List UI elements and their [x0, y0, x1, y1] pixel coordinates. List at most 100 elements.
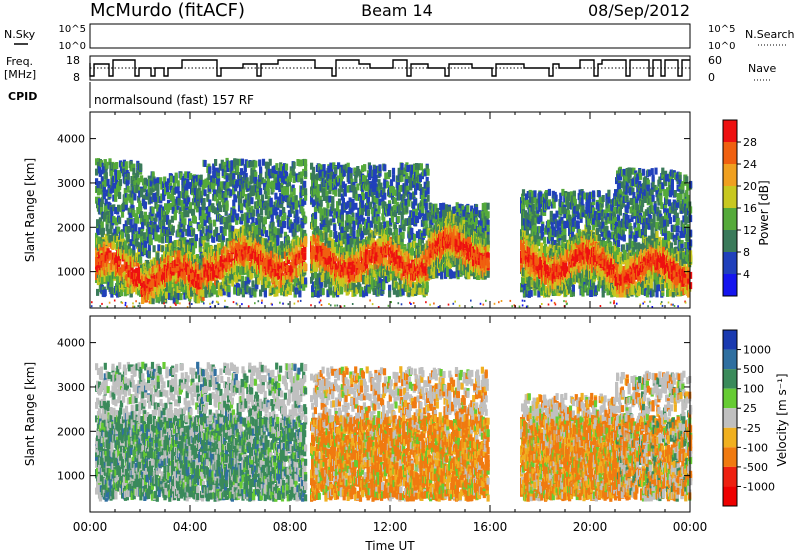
power-cell-196 [106, 162, 109, 169]
power-cell-147 [103, 213, 106, 220]
power-cell-1343 [179, 293, 182, 300]
power-cell-1753 [204, 189, 207, 196]
power-cell-113 [101, 277, 104, 284]
power-cell-3617 [324, 232, 327, 239]
power-cell-1064 [161, 237, 164, 244]
power-cell-3176 [293, 162, 296, 169]
power-cell-1940 [215, 227, 218, 234]
power-cell-4063 [352, 231, 355, 238]
power-cell-3776 [335, 235, 338, 242]
power-cell-2164 [230, 160, 233, 167]
power-cell-2802 [269, 159, 272, 166]
power-cell-678 [136, 217, 139, 224]
power-cell-1745 [203, 198, 206, 205]
power-cell-624 [133, 194, 136, 201]
power-cell-3370 [304, 263, 307, 270]
beam-title: Beam 14 [361, 1, 433, 20]
power-cell-1135 [165, 292, 168, 299]
power-cell-2081 [225, 191, 228, 198]
power-cell-1981 [218, 235, 221, 242]
power-cell-3449 [314, 212, 317, 219]
power-cell-695 [137, 178, 140, 185]
power-cell-889 [150, 238, 153, 245]
power-cell-1141 [166, 186, 169, 193]
power-cell-961 [154, 232, 157, 239]
nave-tick-bottom: 0 [708, 71, 715, 84]
power-cell-3230 [295, 200, 298, 207]
power-cell-3425 [312, 167, 315, 174]
power-cell-3284 [299, 159, 302, 166]
power-cell-4094 [354, 203, 357, 210]
power-cell-74 [99, 170, 102, 177]
power-cell-4586 [384, 173, 387, 180]
power-cell-1441 [184, 171, 187, 178]
power-cell-3169 [292, 195, 295, 202]
power-cell-2545 [252, 209, 255, 216]
power-cell-994 [156, 190, 159, 197]
power-cell-3686 [329, 230, 332, 237]
power-cell-4725 [393, 288, 396, 295]
power-cell-4347 [370, 221, 373, 228]
power-cell-4570 [383, 193, 386, 200]
power-cell-1919 [214, 159, 217, 166]
power-cell-1008 [157, 244, 160, 251]
power-cell-2645 [258, 182, 261, 189]
power-cell-1212 [171, 216, 174, 223]
power-cell-2398 [244, 165, 247, 172]
power-cell-3375 [304, 188, 307, 195]
power-cell-3747 [333, 224, 336, 231]
power-cell-3931 [344, 184, 347, 191]
power-cell-4643 [388, 290, 391, 297]
power-cell-1227 [172, 226, 175, 233]
power-cell-2698 [262, 159, 265, 166]
power-cell-3945 [345, 275, 348, 282]
power-cell-2330 [240, 168, 243, 175]
power-cell-4293 [367, 209, 370, 216]
power-cell-1189 [169, 203, 172, 210]
power-cell-914 [152, 207, 155, 214]
power-cell-4903 [404, 199, 407, 206]
power-cell-3883 [341, 227, 344, 234]
power-cell-4497 [378, 164, 381, 171]
power-cell-2249 [235, 159, 238, 166]
power-cell-4578 [383, 222, 386, 229]
power-cell-2934 [276, 239, 279, 246]
nave-label: Nave [748, 62, 776, 75]
power-cell-2653 [258, 229, 261, 236]
power-cell-3685 [329, 219, 332, 226]
power-cell-3354 [303, 181, 306, 188]
noise-tick-right-top: 10^5 [708, 24, 735, 35]
power-cell-3805 [337, 162, 340, 169]
power-cell-3038 [283, 186, 286, 193]
power-cell-2691 [261, 285, 264, 292]
power-cell-350 [115, 162, 118, 169]
power-cell-3714 [331, 204, 334, 211]
power-cell-1999 [220, 226, 223, 233]
power-cell-795 [144, 178, 147, 185]
frequency-trace [90, 60, 690, 76]
power-cell-423 [120, 289, 123, 296]
power-cell-2574 [254, 161, 257, 168]
frequency-panel: Freq. [MHz] 18 8 60 0 Nave [4, 54, 776, 84]
power-cell-3034 [283, 221, 286, 228]
power-cell-4828 [399, 185, 402, 192]
power-cell-283 [110, 287, 113, 294]
power-cell-1820 [208, 167, 211, 174]
power-cell-2774 [267, 189, 270, 196]
power-cell-796 [144, 202, 147, 209]
power-cell-801 [144, 241, 147, 248]
power-cell-1186 [169, 236, 172, 243]
power-cell-4113 [356, 183, 359, 190]
power-cell-305 [112, 242, 115, 249]
power-panel: 1000200030004000 Slant Range [km] [23, 112, 692, 308]
power-cell-724 [139, 203, 142, 210]
power-cell-1893 [212, 236, 215, 243]
cpid-row: CPID normalsound (fast) 157 RF [8, 82, 254, 108]
power-cell-3422 [312, 199, 315, 206]
power-cell-140 [103, 192, 106, 199]
power-cell-1418 [183, 218, 186, 225]
power-cell-3885 [341, 215, 344, 222]
power-cell-1259 [174, 240, 177, 247]
power-cell-528 [127, 287, 130, 294]
